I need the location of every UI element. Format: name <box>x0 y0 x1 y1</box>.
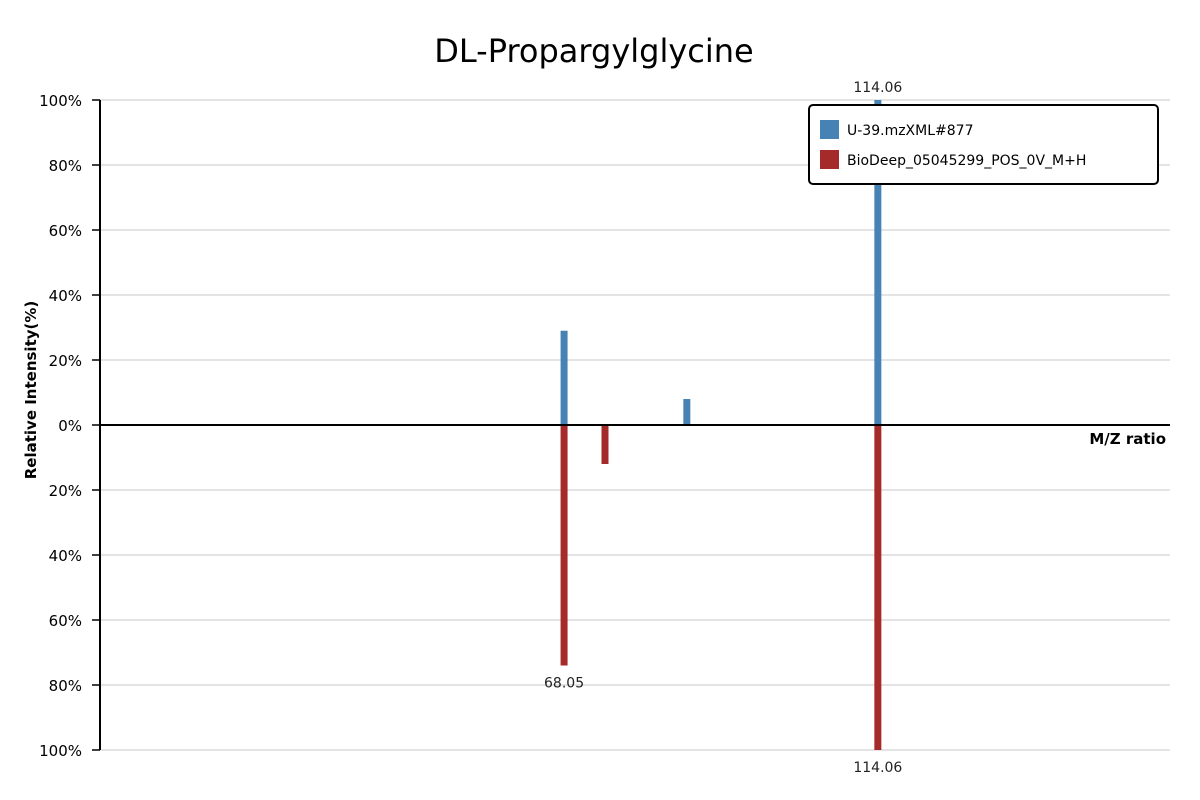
peak-bar-query <box>683 399 691 425</box>
y-tick-label: 80% <box>49 157 82 175</box>
peak-bar-reference <box>874 425 882 750</box>
y-tick-label: 40% <box>49 287 82 305</box>
legend-swatch-series-1 <box>820 120 839 139</box>
peak-label: 114.06 <box>853 80 902 96</box>
chart-title: DL-Propargylglycine <box>434 32 753 70</box>
x-axis-title: M/Z ratio <box>1089 430 1166 448</box>
peak-bar-reference <box>560 425 568 666</box>
legend: U-39.mzXML#877 BioDeep_05045299_POS_0V_M… <box>808 104 1159 185</box>
peak-bars <box>560 100 882 750</box>
y-axis-title: Relative Intensity(%) <box>22 301 40 480</box>
peak-labels: 114.06 68.05 114.06 <box>544 80 902 776</box>
y-tick-label: 60% <box>49 222 82 240</box>
peak-bar-query <box>560 330 568 425</box>
y-tick-label: 100% <box>39 92 82 110</box>
legend-label-series-2: BioDeep_05045299_POS_0V_M+H <box>847 153 1086 169</box>
peak-bar-query <box>874 100 882 425</box>
y-axis-ticks: 100% 80% 60% 40% 20% 0% 20% 40% 60% 80% 100% <box>39 92 100 760</box>
peak-bar-reference <box>601 425 609 464</box>
peak-label: 68.05 <box>544 676 584 692</box>
y-tick-label: 80% <box>49 677 82 695</box>
legend-label-series-1: U-39.mzXML#877 <box>847 123 973 139</box>
peak-label: 114.06 <box>853 760 902 776</box>
y-tick-label: 20% <box>49 482 82 500</box>
legend-box <box>808 104 1159 185</box>
y-tick-label: 40% <box>49 547 82 565</box>
y-tick-label: 60% <box>49 612 82 630</box>
legend-swatch-series-2 <box>820 150 839 169</box>
y-tick-label: 0% <box>58 417 82 435</box>
y-tick-label: 100% <box>39 742 82 760</box>
y-tick-label: 20% <box>49 352 82 370</box>
